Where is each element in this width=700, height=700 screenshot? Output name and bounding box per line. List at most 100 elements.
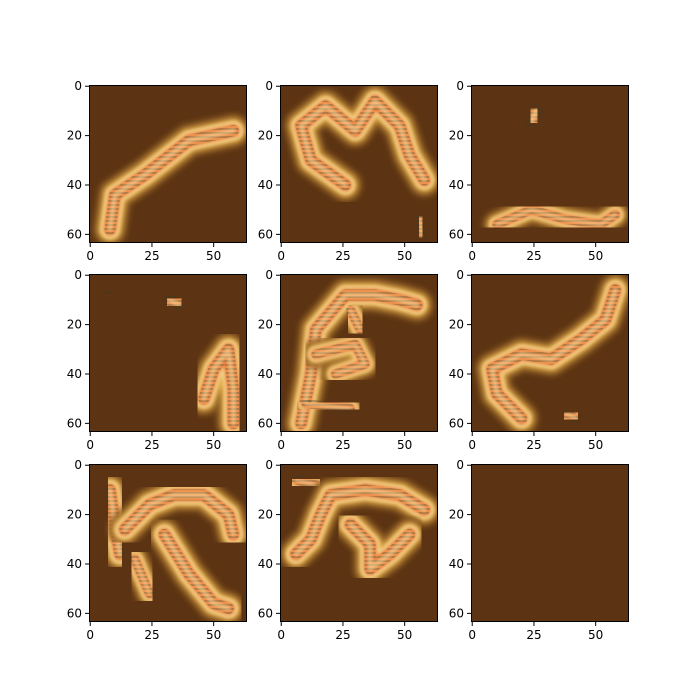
y-tick-label: 40 [67, 367, 82, 381]
image-panel: 0 25 50 0 20 40 60 [449, 458, 629, 642]
y-tick-label: 40 [258, 178, 273, 192]
blob-stroke [528, 107, 540, 125]
axes-frame [280, 274, 438, 432]
y-tick-label: 20 [258, 129, 273, 143]
y-tick-label: 0 [74, 268, 82, 282]
x-tick-label: 50 [588, 249, 603, 263]
y-tick-label: 20 [67, 508, 82, 522]
x-tick-label: 25 [144, 249, 159, 263]
y-tick-label: 0 [456, 458, 464, 472]
blob-stroke [298, 98, 428, 188]
x-tick-label: 50 [397, 249, 412, 263]
x-tick-label: 0 [86, 249, 94, 263]
y-tick-label: 20 [258, 318, 273, 332]
axes-frame [471, 85, 629, 243]
x-tick-label: 0 [468, 438, 476, 452]
blob-stroke [201, 346, 237, 427]
x-tick-label: 25 [144, 628, 159, 642]
x-tick-label: 25 [335, 249, 350, 263]
y-tick-label: 60 [258, 416, 273, 430]
y-tick-label: 0 [456, 79, 464, 93]
x-tick-label: 50 [397, 628, 412, 642]
blob-stroke [298, 292, 420, 427]
blob-stroke [417, 217, 425, 237]
image-panel: 0 25 50 0 20 40 60 [258, 79, 438, 263]
y-tick-label: 0 [265, 458, 273, 472]
y-tick-label: 40 [449, 367, 464, 381]
y-tick-label: 0 [456, 268, 464, 282]
y-tick-label: 60 [258, 227, 273, 241]
axes-frame [89, 464, 247, 622]
y-tick-label: 20 [258, 508, 273, 522]
x-tick-label: 25 [526, 628, 541, 642]
x-tick-label: 25 [335, 438, 350, 452]
y-tick-label: 60 [449, 227, 464, 241]
blob-stroke [313, 342, 368, 377]
x-tick-label: 0 [277, 249, 285, 263]
image-panel: 0 25 50 0 20 40 60 [258, 268, 438, 452]
y-tick-label: 60 [67, 227, 82, 241]
x-tick-label: 0 [277, 628, 285, 642]
x-tick-label: 50 [397, 438, 412, 452]
y-tick-label: 40 [258, 557, 273, 571]
y-tick-label: 0 [265, 79, 273, 93]
y-tick-label: 20 [449, 318, 464, 332]
y-tick-label: 60 [258, 606, 273, 620]
image-panel: 0 25 50 0 20 40 60 [67, 458, 247, 642]
image-panel: 0 25 50 0 20 40 60 [449, 79, 629, 263]
axes-frame [471, 464, 629, 622]
blob-stroke [494, 207, 618, 227]
y-tick-label: 40 [67, 557, 82, 571]
blob-stroke [122, 492, 237, 538]
blob-stroke [132, 556, 152, 596]
axes-frame [280, 85, 438, 243]
y-tick-label: 0 [265, 268, 273, 282]
axes-frame [89, 85, 247, 243]
y-tick-label: 20 [449, 129, 464, 143]
y-tick-label: 0 [74, 458, 82, 472]
x-tick-label: 0 [468, 628, 476, 642]
y-tick-label: 40 [449, 178, 464, 192]
x-tick-label: 50 [588, 628, 603, 642]
axes-frame [89, 274, 247, 432]
x-tick-label: 0 [277, 438, 285, 452]
x-tick-label: 25 [526, 249, 541, 263]
image-background [471, 464, 629, 622]
blob-stroke [107, 127, 237, 233]
y-tick-label: 40 [258, 367, 273, 381]
axes-frame [280, 464, 438, 622]
x-tick-label: 50 [588, 438, 603, 452]
x-tick-label: 0 [86, 628, 94, 642]
x-tick-label: 25 [526, 438, 541, 452]
image-panel: 0 25 50 0 20 40 60 [67, 268, 247, 452]
x-tick-label: 25 [335, 628, 350, 642]
blob-stroke [166, 297, 182, 308]
y-tick-label: 60 [449, 606, 464, 620]
y-tick-label: 20 [449, 508, 464, 522]
y-tick-label: 20 [67, 318, 82, 332]
x-tick-label: 0 [468, 249, 476, 263]
blob-stroke [303, 401, 353, 411]
x-tick-label: 50 [206, 628, 221, 642]
blob-stroke [347, 521, 413, 572]
y-tick-label: 40 [67, 178, 82, 192]
x-tick-label: 50 [206, 249, 221, 263]
x-tick-label: 0 [86, 438, 94, 452]
x-tick-label: 50 [206, 438, 221, 452]
image-panel: 0 25 50 0 20 40 60 [449, 268, 629, 452]
y-tick-label: 0 [74, 79, 82, 93]
y-tick-label: 60 [449, 416, 464, 430]
panels-layer: 0 25 50 0 20 40 60 0 25 50 0 20 40 60 0 25 50 0 20 40 60 0 25 5… [67, 79, 629, 642]
axes-frame [471, 274, 629, 432]
y-tick-label: 40 [449, 557, 464, 571]
y-tick-label: 60 [67, 606, 82, 620]
image-panel: 0 25 50 0 20 40 60 [67, 79, 247, 263]
blob-stroke [563, 411, 579, 421]
blob-stroke [161, 531, 232, 612]
y-tick-label: 20 [67, 129, 82, 143]
blob-stroke [348, 307, 363, 332]
blob-stroke [489, 287, 619, 422]
blob-stroke [293, 487, 428, 557]
blob-stroke [293, 477, 318, 488]
